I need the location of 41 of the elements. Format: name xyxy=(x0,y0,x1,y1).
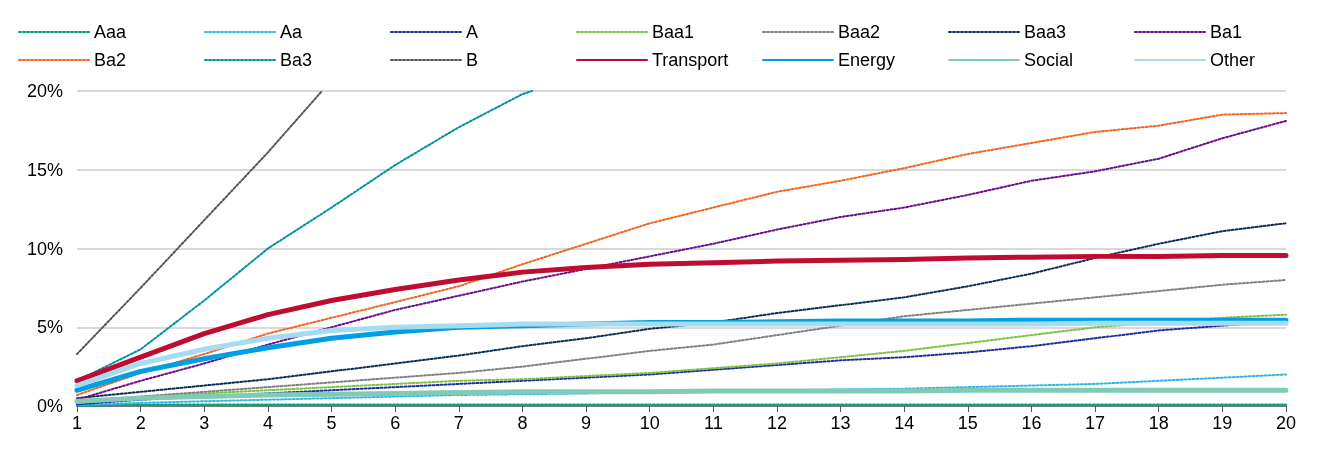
line-series xyxy=(76,222,1287,400)
x-tick-label: 11 xyxy=(703,413,723,433)
legend-label: Aa xyxy=(280,22,304,42)
x-tick-label: 16 xyxy=(1021,413,1042,433)
y-tick-label: 5% xyxy=(36,317,63,338)
legend-label: Energy xyxy=(838,50,896,70)
legend-label: Aaa xyxy=(94,22,128,42)
legend-label: Ba2 xyxy=(94,50,127,70)
legend-label: A xyxy=(466,22,479,42)
x-tick-label: 20 xyxy=(1275,413,1297,433)
x-tick-label: 15 xyxy=(957,413,978,433)
x-tick-label: 8 xyxy=(517,413,528,433)
x-tick-label: 14 xyxy=(894,413,915,433)
y-tick-label: 0% xyxy=(36,396,63,416)
x-tick-label: 4 xyxy=(262,413,273,433)
y-tick-label: 10% xyxy=(26,238,63,259)
x-tick-label: 5 xyxy=(326,413,337,433)
x-tick-label: 6 xyxy=(390,413,401,433)
x-tick-label: 10 xyxy=(639,413,660,433)
x-tick-label: 19 xyxy=(1212,413,1233,433)
x-tick-label: 13 xyxy=(830,413,851,433)
x-tick-label: 9 xyxy=(581,413,592,433)
legend-label: B xyxy=(466,50,479,70)
legend-label: Ba1 xyxy=(1210,22,1243,42)
legend-label: Other xyxy=(1210,50,1256,70)
x-tick-label: 18 xyxy=(1148,413,1169,433)
x-tick-label: 2 xyxy=(135,413,146,433)
line-series xyxy=(76,90,323,356)
legend-label: Transport xyxy=(652,50,729,70)
x-tick-label: 7 xyxy=(453,413,464,433)
x-tick-label: 3 xyxy=(199,413,210,433)
x-tick-label: 17 xyxy=(1085,413,1106,433)
x-tick-label: 12 xyxy=(766,413,787,433)
legend-label: Baa1 xyxy=(652,22,695,42)
legend-label: Social xyxy=(1024,50,1074,70)
y-tick-label: 15% xyxy=(26,159,63,180)
legend-label: Baa3 xyxy=(1024,22,1067,42)
y-tick-label: 20% xyxy=(26,81,63,101)
legend-label: Ba3 xyxy=(280,50,313,70)
x-tick-label: 1 xyxy=(71,413,83,433)
legend-label: Baa2 xyxy=(838,22,881,42)
